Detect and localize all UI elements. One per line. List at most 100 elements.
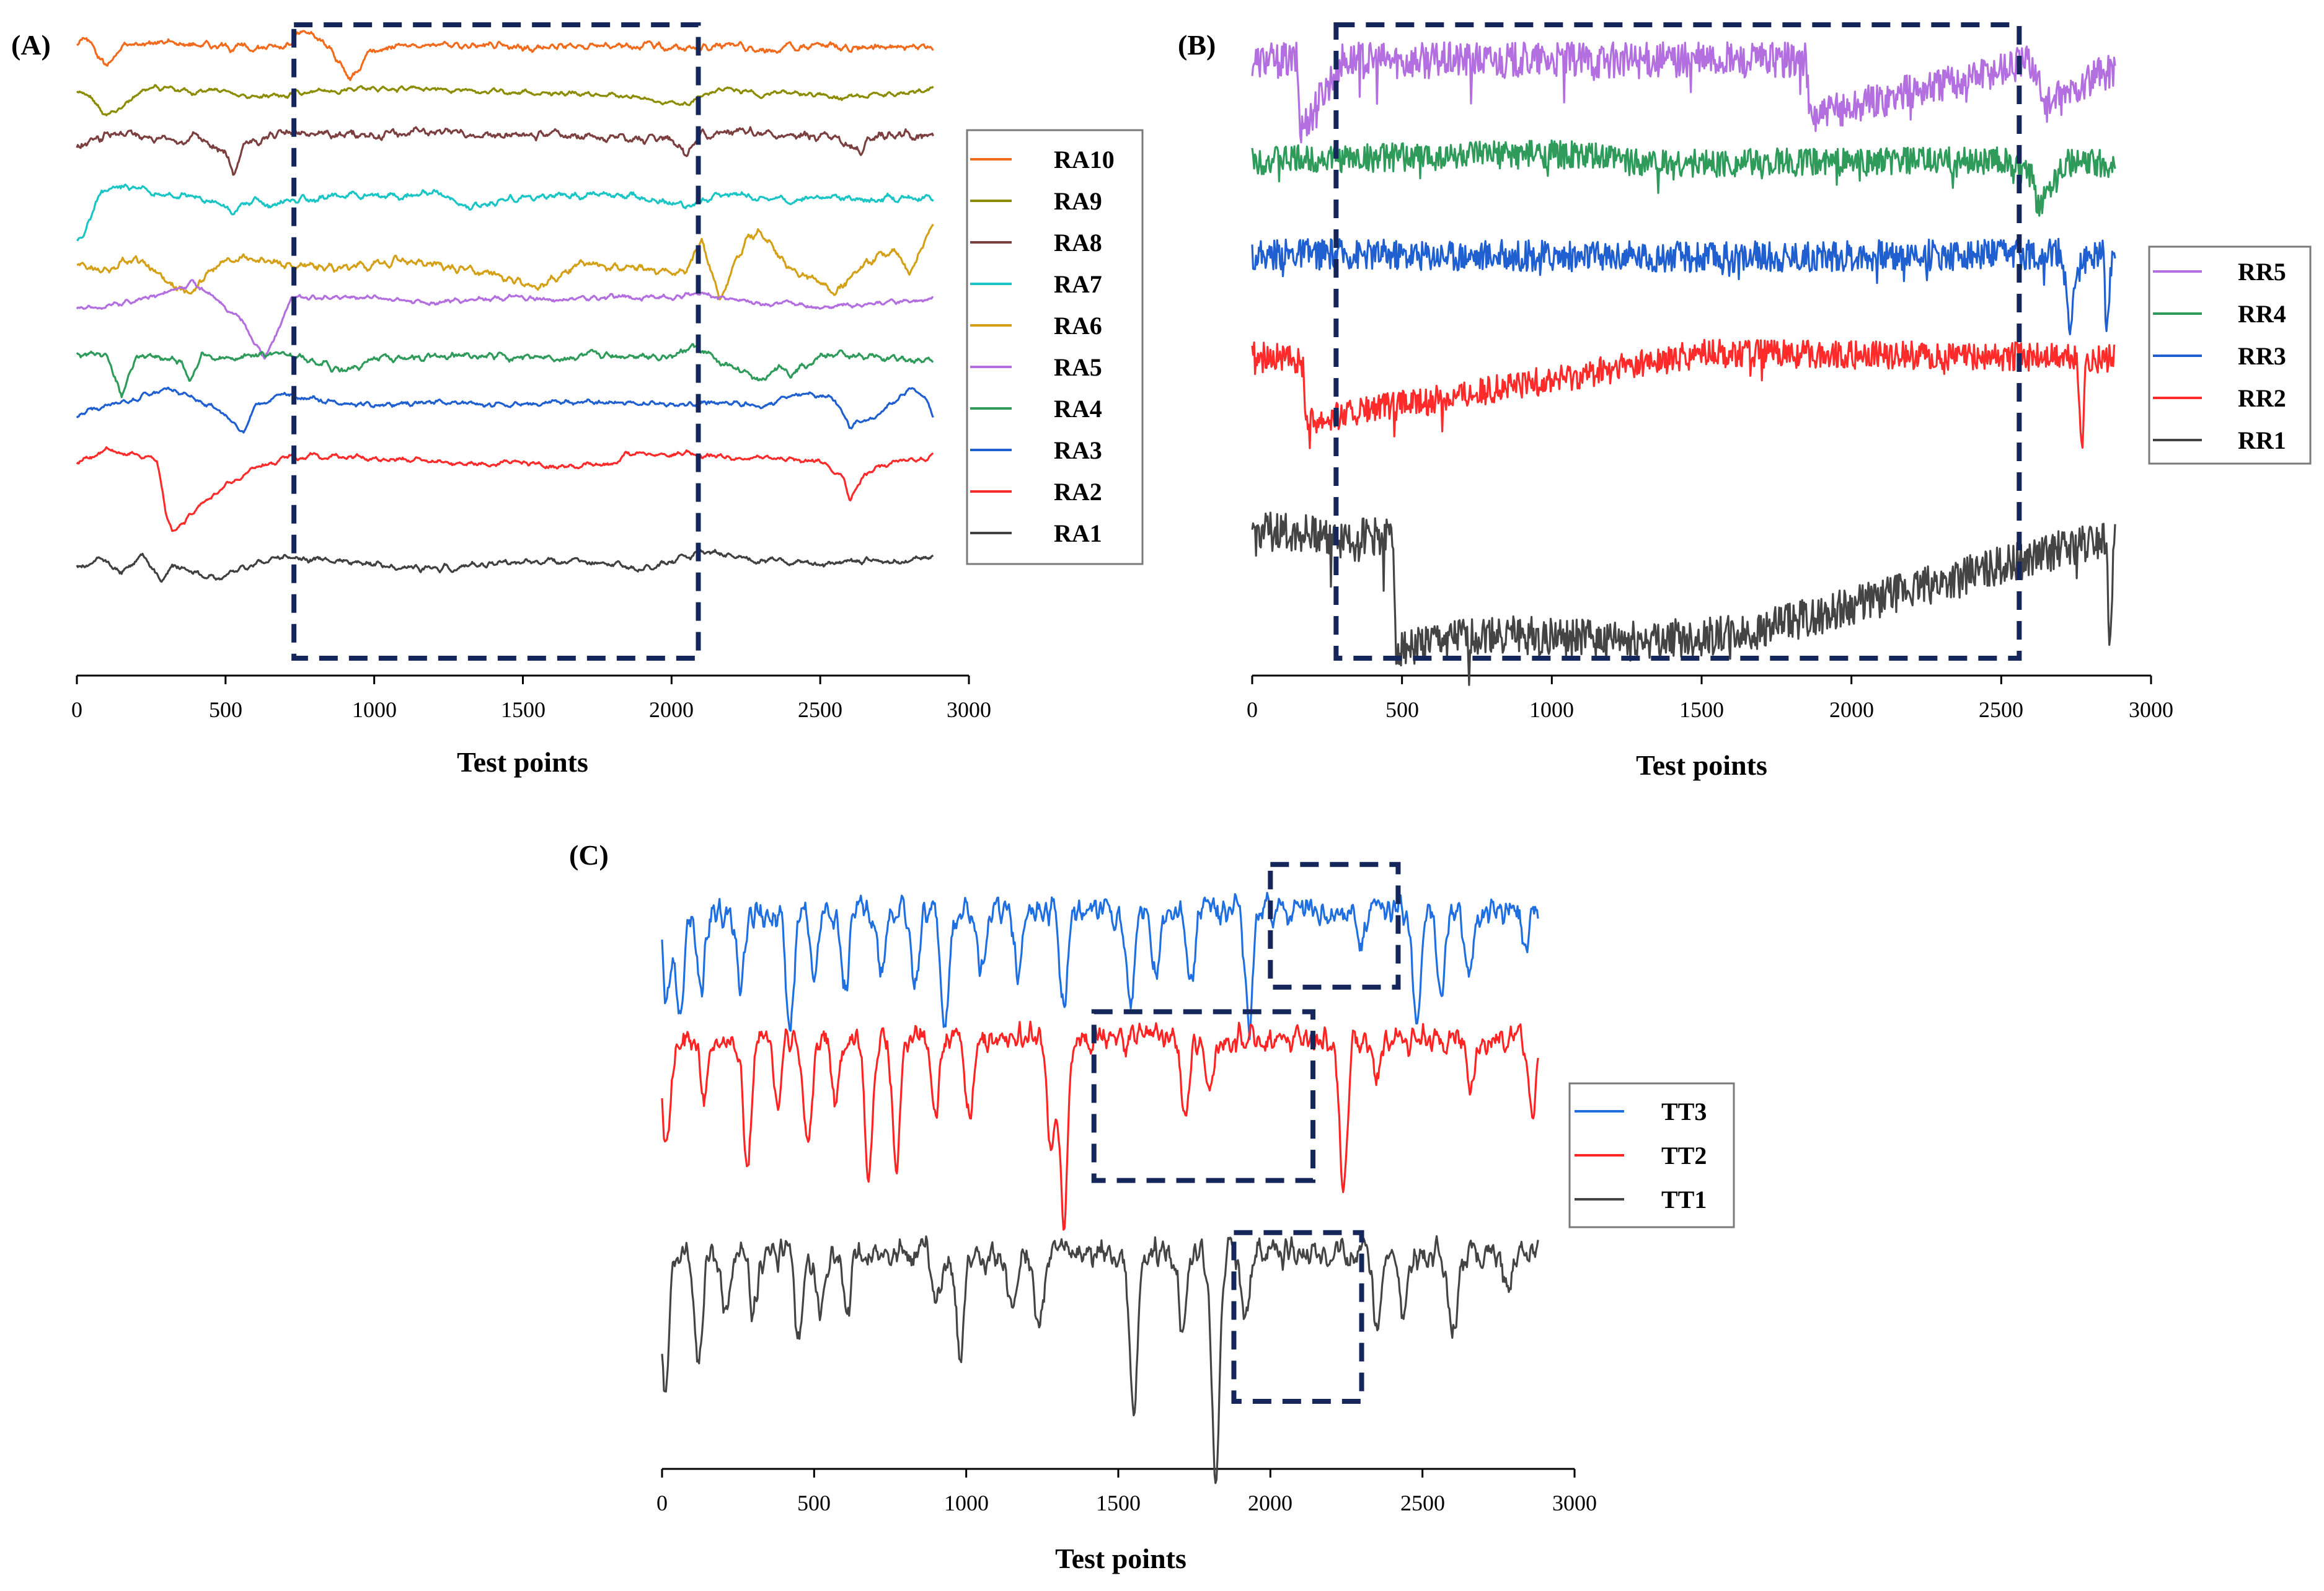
panel-b-tick-label: 2500	[1979, 697, 2023, 722]
legend-label: TT3	[1661, 1098, 1707, 1126]
legend-item: RA4	[970, 395, 1102, 423]
panel-c-label: (C)	[569, 839, 609, 871]
legend-label: TT2	[1661, 1142, 1707, 1170]
panel-a-tick-label: 3000	[947, 697, 991, 722]
panel-a-ticks	[76, 676, 970, 684]
panel-b-legend: RR5 RR4 RR3 RR2 RR1	[2148, 245, 2312, 465]
panel-c: (C) 0 500 1000 1500 2000 2500 3000 Test …	[569, 839, 1735, 1574]
legend-label: RA9	[1054, 187, 1102, 215]
series-line-ra10	[76, 30, 934, 81]
legend-item: RA1	[970, 519, 1102, 547]
panel-a-legend: RA10 RA9 RA8 RA7 RA6 RA5 RA4 RA3 RA2 RA1	[966, 129, 1144, 565]
legend-label: RA3	[1054, 436, 1102, 464]
panel-a-tick-label: 1000	[352, 697, 397, 722]
highlight-box-tt2	[1091, 1009, 1316, 1183]
legend-label: RR5	[2238, 258, 2286, 286]
panel-b-tick-label: 2000	[1829, 697, 1874, 722]
panel-c-tick-label: 1500	[1096, 1491, 1141, 1515]
legend-item: RA5	[970, 353, 1102, 381]
panel-b-x-axis-title: Test points	[1636, 749, 1767, 781]
legend-label: RA4	[1054, 395, 1102, 423]
panel-c-highlights	[1091, 862, 1401, 1404]
legend-label: RA7	[1054, 270, 1102, 298]
legend-item: TT2	[1575, 1142, 1707, 1170]
panel-c-tick-label: 1000	[944, 1491, 989, 1515]
panel-b-tick-labels: 0 500 1000 1500 2000 2500 3000	[1247, 697, 2173, 722]
legend-label: RR3	[2238, 342, 2286, 370]
panel-c-tick-label: 500	[797, 1491, 831, 1515]
panel-a-label: (A)	[11, 29, 51, 61]
panel-c-tick-label: 2000	[1248, 1491, 1292, 1515]
panel-c-x-axis-title: Test points	[1055, 1543, 1186, 1574]
series-line-ra1	[76, 549, 934, 583]
series-line-tt1	[661, 1235, 1539, 1484]
panel-c-legend: TT3 TT2 TT1	[1568, 1082, 1735, 1228]
panel-c-tick-label: 3000	[1552, 1491, 1597, 1515]
series-line-ra5	[76, 279, 934, 360]
legend-item: RR4	[2153, 300, 2286, 328]
panel-b-tick-label: 1000	[1529, 697, 1574, 722]
series-line-ra4	[76, 343, 934, 399]
legend-label: RA5	[1054, 353, 1102, 381]
legend-item: RA8	[970, 229, 1102, 257]
highlight-box-tt3	[1268, 862, 1401, 990]
legend-item: RA2	[970, 478, 1102, 506]
highlight-box	[291, 22, 701, 661]
panel-b-tick-label: 500	[1385, 697, 1419, 722]
panel-c-series	[661, 891, 1539, 1484]
series-line-ra2	[76, 446, 934, 532]
series-line-ra3	[76, 386, 934, 434]
legend-label: RA8	[1054, 229, 1102, 257]
series-line-ra9	[76, 84, 934, 117]
panel-a-highlights	[291, 22, 701, 661]
series-line-ra6	[76, 224, 934, 301]
series-line-rr3	[1251, 237, 2116, 336]
legend-item: RR5	[2153, 258, 2286, 286]
panel-a-x-axis-title: Test points	[457, 746, 588, 778]
legend-item: RA6	[970, 312, 1102, 340]
legend-label: RA10	[1054, 146, 1115, 174]
panel-c-tick-labels: 0 500 1000 1500 2000 2500 3000	[656, 1491, 1597, 1515]
legend-label: RR2	[2238, 384, 2286, 412]
legend-item: RR2	[2153, 384, 2286, 412]
panel-c-ticks	[661, 1469, 1576, 1478]
panel-b-series	[1251, 41, 2116, 686]
legend-label: RR4	[2238, 300, 2286, 328]
series-line-rr4	[1251, 139, 2116, 217]
panel-b-label: (B)	[1178, 29, 1216, 61]
legend-item: RR3	[2153, 342, 2286, 370]
series-line-ra7	[76, 183, 934, 242]
panel-b-highlights	[1333, 22, 2022, 661]
panel-a-tick-label: 2000	[649, 697, 694, 722]
legend-item: TT3	[1575, 1098, 1707, 1126]
panel-a-series	[76, 30, 934, 583]
panel-b-tick-label: 0	[1247, 697, 1258, 722]
series-line-tt2	[661, 1020, 1539, 1231]
panel-b-tick-label: 1500	[1679, 697, 1724, 722]
series-line-ra8	[76, 126, 934, 176]
legend-item: RA3	[970, 436, 1102, 464]
panel-a: (A) 0 500 1000 1500 2000 2500 3000 Test …	[11, 22, 1144, 778]
panel-a-tick-label: 500	[209, 697, 242, 722]
legend-label: TT1	[1661, 1186, 1707, 1214]
panel-a-tick-labels: 0 500 1000 1500 2000 2500 3000	[71, 697, 991, 722]
legend-item: RA9	[970, 187, 1102, 215]
panel-a-tick-label: 1500	[501, 697, 546, 722]
panel-b-ticks	[1251, 676, 2152, 684]
panel-c-tick-label: 0	[656, 1491, 668, 1515]
legend-item: RR1	[2153, 426, 2286, 454]
legend-label: RA1	[1054, 519, 1102, 547]
panel-b: (B) 0 500 1000 1500 2000 2500 3000 Test …	[1178, 22, 2312, 781]
series-line-rr2	[1251, 338, 2116, 449]
highlight-box-tt1	[1231, 1230, 1364, 1404]
panel-a-tick-label: 0	[71, 697, 82, 722]
legend-item: TT1	[1575, 1186, 1707, 1214]
series-line-tt3	[661, 891, 1539, 1041]
legend-item: RA10	[970, 146, 1115, 174]
panel-c-tick-label: 2500	[1400, 1491, 1445, 1515]
panel-a-tick-label: 2500	[798, 697, 842, 722]
legend-label: RA2	[1054, 478, 1102, 506]
series-line-rr5	[1251, 41, 2116, 144]
panel-b-tick-label: 3000	[2129, 697, 2173, 722]
